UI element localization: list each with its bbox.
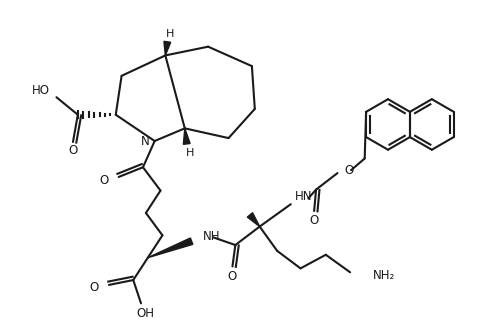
Text: N: N (140, 136, 149, 148)
Text: O: O (90, 281, 99, 294)
Polygon shape (184, 128, 190, 144)
Text: NH₂: NH₂ (372, 269, 395, 282)
Polygon shape (248, 213, 260, 226)
Text: O: O (310, 214, 319, 227)
Polygon shape (148, 238, 193, 258)
Polygon shape (164, 41, 171, 56)
Text: O: O (228, 270, 237, 283)
Text: O: O (68, 144, 77, 157)
Text: HN: HN (295, 190, 312, 203)
Text: H: H (186, 148, 194, 158)
Text: OH: OH (136, 307, 154, 319)
Text: O: O (100, 174, 109, 187)
Text: HO: HO (32, 84, 50, 97)
Text: O: O (344, 164, 354, 177)
Text: H: H (166, 29, 175, 39)
Text: NH: NH (203, 230, 221, 243)
